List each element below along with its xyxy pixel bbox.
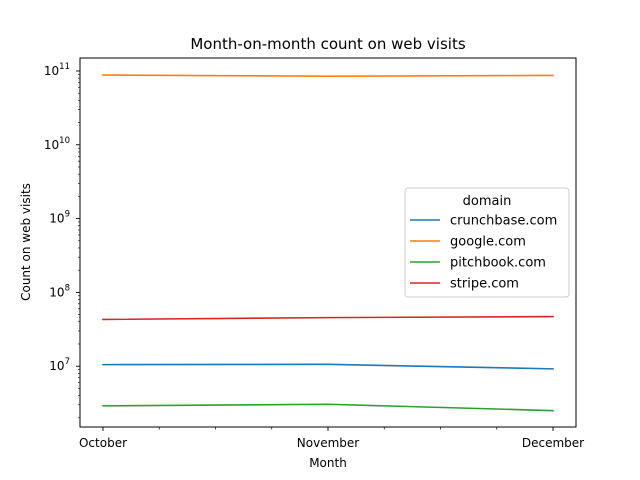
- chart-title: Month-on-month count on web visits: [190, 35, 465, 53]
- series-line-0: [102, 363, 554, 370]
- x-tick-label: October: [79, 436, 127, 450]
- legend-items: crunchbase.com google.com pitchbook.com str…: [410, 214, 557, 292]
- series-layer: [102, 74, 554, 412]
- legend-label: stripe.com: [450, 277, 519, 292]
- series-line-2: [102, 403, 554, 412]
- x-axis: October November December: [79, 427, 584, 450]
- legend: domain crunchbase.com google.com pitchbook…: [404, 187, 570, 298]
- legend-label: google.com: [450, 235, 526, 250]
- legend-label: pitchbook.com: [450, 256, 546, 271]
- y-tick-label: 108: [49, 283, 70, 299]
- y-tick-label: 107: [49, 357, 70, 373]
- x-tick-label: December: [522, 436, 584, 450]
- legend-box: [404, 187, 570, 298]
- y-axis: 107 108 109 1010 1011: [44, 62, 80, 419]
- series-line-3: [102, 315, 554, 321]
- y-axis-label: Count on web visits: [19, 183, 33, 301]
- x-axis-label: Month: [309, 456, 347, 470]
- y-tick-label: 109: [49, 210, 70, 226]
- y-tick-label: 1010: [44, 136, 70, 152]
- legend-title: domain: [463, 194, 512, 209]
- x-tick-label: November: [297, 436, 359, 450]
- legend-label: crunchbase.com: [450, 214, 557, 229]
- y-tick-label: 1011: [44, 62, 70, 78]
- series-line-1: [102, 74, 554, 77]
